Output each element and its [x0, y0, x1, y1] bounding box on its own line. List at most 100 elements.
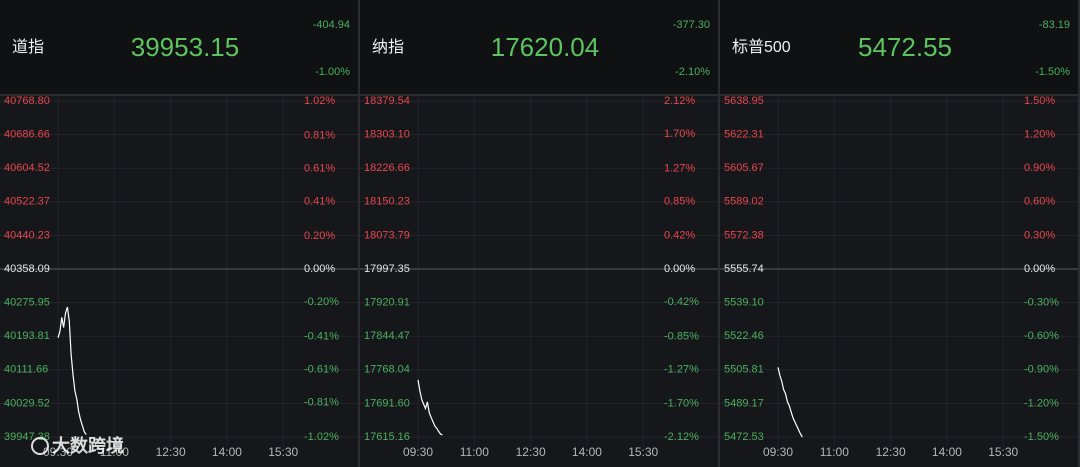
y-tick-label: 40440.23 — [4, 229, 50, 241]
index-price: 39953.15 — [131, 32, 239, 62]
y2-tick-label: 0.30% — [1024, 229, 1055, 241]
index-change-pct: -2.10% — [675, 66, 710, 78]
y-tick-label: 17997.35 — [364, 263, 410, 275]
y2-tick-label: 0.00% — [304, 263, 335, 275]
x-tick-label: 14:00 — [212, 445, 242, 459]
x-tick-label: 09:30 — [763, 445, 793, 459]
x-tick-label: 09:30 — [403, 445, 433, 459]
y-tick-label: 40029.52 — [4, 397, 50, 409]
panel-header — [720, 0, 1078, 94]
y-tick-label: 18379.54 — [364, 95, 410, 107]
panel: 道指 39953.15 -404.94 -1.00% 09:30 11:00 12:30 14… — [0, 0, 358, 467]
y-tick-label: 5589.02 — [724, 196, 764, 208]
y2-tick-label: -2.12% — [664, 431, 699, 443]
x-tick-label: 12:30 — [876, 445, 906, 459]
y2-tick-label: -1.02% — [304, 431, 339, 443]
index-change: -377.30 — [673, 19, 710, 31]
y2-tick-label: 0.41% — [304, 195, 335, 207]
y-tick-label: 5505.81 — [724, 364, 764, 376]
y-tick-label: 5472.53 — [724, 431, 764, 443]
y2-tick-label: -0.90% — [1024, 364, 1059, 376]
panel-header — [0, 0, 358, 94]
y-tick-label: 5522.46 — [724, 330, 764, 342]
x-tick-label: 15:30 — [268, 445, 298, 459]
y2-tick-label: 0.00% — [664, 263, 695, 275]
x-tick-label: 14:00 — [932, 445, 962, 459]
index-name: 标普500 — [732, 38, 791, 56]
x-tick-label: 15:30 — [628, 445, 658, 459]
plot-area — [360, 96, 718, 467]
y-tick-label: 5539.10 — [724, 297, 764, 309]
y-tick-label: 5622.31 — [724, 129, 764, 141]
y2-tick-label: -0.41% — [304, 330, 339, 342]
y-tick-label: 40275.95 — [4, 297, 50, 309]
y-tick-label: 18150.23 — [364, 196, 410, 208]
y2-tick-label: 1.50% — [1024, 95, 1055, 107]
y2-tick-label: -1.20% — [1024, 397, 1059, 409]
plot-area — [0, 96, 358, 467]
index-name: 纳指 — [372, 38, 404, 56]
price-line — [777, 367, 803, 438]
y-tick-label: 18303.10 — [364, 129, 410, 141]
index-change: -404.94 — [313, 19, 350, 31]
y2-tick-label: -0.61% — [304, 363, 339, 375]
panel: 标普500 5472.55 -83.19 -1.50% 09:30 11:00 12:30 1… — [720, 0, 1078, 467]
x-tick-label: 15:30 — [988, 445, 1018, 459]
x-tick-label: 12:30 — [516, 445, 546, 459]
y2-tick-label: 0.90% — [1024, 162, 1055, 174]
y2-tick-label: -0.81% — [304, 396, 339, 408]
y2-tick-label: -1.50% — [1024, 431, 1059, 443]
y-tick-label: 5572.38 — [724, 229, 764, 241]
y-tick-label: 17615.16 — [364, 431, 410, 443]
y-tick-label: 40768.80 — [4, 95, 50, 107]
y2-tick-label: -0.42% — [664, 296, 699, 308]
index-name: 道指 — [12, 38, 44, 56]
y2-tick-label: -0.60% — [1024, 330, 1059, 342]
y-tick-label: 40193.81 — [4, 330, 50, 342]
x-tick-label: 11:00 — [460, 445, 489, 459]
watermark-logo — [31, 437, 49, 455]
y2-tick-label: 0.61% — [304, 162, 335, 174]
y-tick-label: 5555.74 — [724, 263, 764, 275]
x-tick-label: 12:30 — [156, 445, 186, 459]
x-tick-label: 09:30 — [43, 445, 73, 459]
watermark: 大数跨境 — [52, 435, 124, 456]
y2-tick-label: -0.30% — [1024, 297, 1059, 309]
index-change: -83.19 — [1039, 19, 1070, 31]
index-price: 17620.04 — [491, 32, 599, 62]
y-tick-label: 5489.17 — [724, 397, 764, 409]
y-tick-label: 40111.66 — [4, 364, 48, 376]
y2-tick-label: 0.60% — [1024, 196, 1055, 208]
y-tick-label: 40522.37 — [4, 196, 50, 208]
y2-tick-label: 0.85% — [664, 196, 695, 208]
y-tick-label: 40604.52 — [4, 162, 50, 174]
y-tick-label: 39947.38 — [4, 431, 50, 443]
y-tick-label: 17768.04 — [364, 364, 410, 376]
y2-tick-label: -0.85% — [664, 330, 699, 342]
index-change-pct: -1.50% — [1035, 66, 1070, 78]
y2-tick-label: 1.20% — [1024, 129, 1055, 141]
y2-tick-label: 2.12% — [664, 95, 695, 107]
plot-area — [720, 96, 1078, 467]
y-tick-label: 18073.79 — [364, 229, 410, 241]
price-line — [57, 306, 87, 435]
panel: 纳指 17620.04 -377.30 -2.10% 09:30 11:00 12:30 14… — [360, 0, 718, 467]
y2-tick-label: 1.27% — [664, 162, 695, 174]
y-tick-label: 5605.67 — [724, 162, 764, 174]
index-price: 5472.55 — [858, 32, 952, 62]
y2-tick-label: -0.20% — [304, 296, 339, 308]
panel-header — [360, 0, 718, 94]
y2-tick-label: -1.70% — [664, 398, 699, 410]
x-tick-label: 11:00 — [100, 445, 129, 459]
x-tick-label: 11:00 — [820, 445, 849, 459]
index-change-pct: -1.00% — [315, 66, 350, 78]
y-tick-label: 40686.66 — [4, 129, 50, 141]
y-tick-label: 40358.09 — [4, 263, 50, 275]
y2-tick-label: 0.81% — [304, 129, 335, 141]
y2-tick-label: 1.70% — [664, 128, 695, 140]
y-tick-label: 5638.95 — [724, 95, 764, 107]
y2-tick-label: 0.00% — [1024, 263, 1055, 275]
y2-tick-label: 1.02% — [304, 95, 335, 107]
